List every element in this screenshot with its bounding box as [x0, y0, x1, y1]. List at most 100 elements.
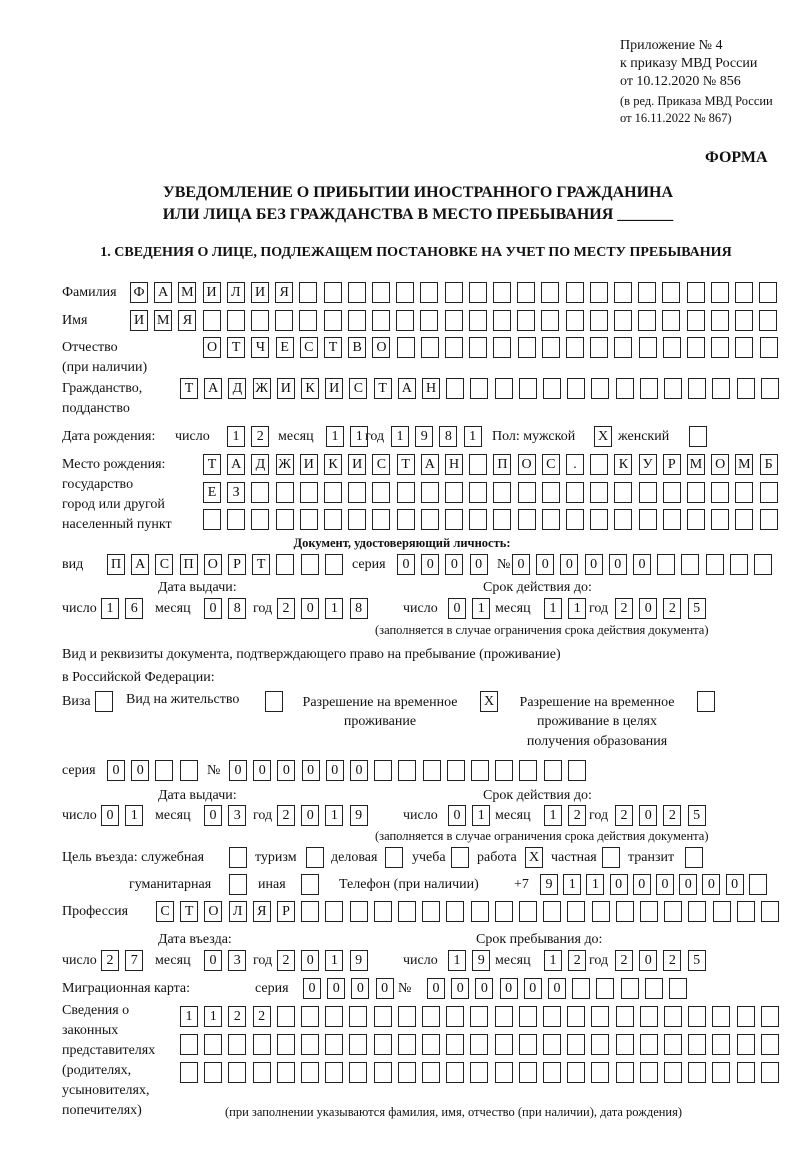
char-box[interactable]: [639, 1034, 658, 1055]
char-box[interactable]: [589, 282, 608, 303]
char-box[interactable]: 0: [639, 805, 658, 826]
char-box[interactable]: [468, 310, 487, 331]
char-box[interactable]: Я: [252, 901, 271, 922]
char-box[interactable]: [615, 378, 634, 399]
char-box[interactable]: [566, 482, 584, 503]
char-box[interactable]: [614, 310, 632, 331]
char-box[interactable]: Л: [226, 282, 245, 303]
char-box[interactable]: [589, 310, 608, 331]
char-box[interactable]: [567, 1062, 586, 1083]
char-box[interactable]: 0: [609, 874, 628, 895]
char-box[interactable]: М: [735, 454, 754, 475]
char-box[interactable]: [227, 509, 246, 530]
char-box[interactable]: [591, 378, 610, 399]
char-box[interactable]: 0: [277, 760, 296, 781]
char-box[interactable]: 0: [548, 978, 566, 999]
char-box[interactable]: [299, 482, 318, 503]
char-box[interactable]: [761, 901, 779, 922]
char-box[interactable]: [639, 1062, 658, 1083]
char-box[interactable]: 7: [125, 950, 144, 971]
char-box[interactable]: [591, 1034, 610, 1055]
char-box[interactable]: [638, 482, 657, 503]
char-box[interactable]: [444, 310, 463, 331]
char-box[interactable]: [325, 901, 344, 922]
char-box[interactable]: [541, 310, 560, 331]
char-box[interactable]: [664, 901, 683, 922]
char-box[interactable]: 6: [125, 598, 144, 619]
char-box[interactable]: .: [566, 454, 584, 475]
char-box[interactable]: [374, 760, 393, 781]
char-box[interactable]: [614, 337, 633, 358]
char-box[interactable]: [759, 282, 778, 303]
char-box[interactable]: Ч: [251, 337, 270, 358]
char-box[interactable]: [735, 337, 754, 358]
char-box[interactable]: 2: [277, 950, 295, 971]
char-box[interactable]: [664, 378, 682, 399]
char-box[interactable]: [493, 509, 512, 530]
char-box[interactable]: 0: [512, 554, 530, 575]
char-box[interactable]: [590, 454, 609, 475]
char-box[interactable]: А: [397, 378, 416, 399]
char-box[interactable]: [590, 509, 609, 530]
char-box[interactable]: [615, 1034, 634, 1055]
char-box[interactable]: [422, 1034, 440, 1055]
char-box[interactable]: Т: [227, 337, 246, 358]
char-box[interactable]: 0: [639, 598, 658, 619]
checkbox-box[interactable]: [301, 874, 319, 895]
char-box[interactable]: [470, 1006, 489, 1027]
char-box[interactable]: 0: [475, 978, 494, 999]
char-box[interactable]: [300, 554, 319, 575]
char-box[interactable]: [638, 282, 657, 303]
char-box[interactable]: И: [299, 454, 318, 475]
char-box[interactable]: 0: [639, 950, 658, 971]
char-box[interactable]: [688, 901, 707, 922]
checkbox-box[interactable]: [229, 847, 247, 868]
char-box[interactable]: 2: [277, 598, 295, 619]
char-box[interactable]: Р: [662, 454, 681, 475]
char-box[interactable]: Т: [252, 554, 271, 575]
char-box[interactable]: [687, 337, 705, 358]
char-box[interactable]: [203, 509, 221, 530]
char-box[interactable]: [519, 760, 538, 781]
char-box[interactable]: [736, 1006, 755, 1027]
char-box[interactable]: [567, 1034, 586, 1055]
char-box[interactable]: [373, 1006, 392, 1027]
char-box[interactable]: А: [204, 378, 223, 399]
char-box[interactable]: [301, 1006, 319, 1027]
char-box[interactable]: [349, 901, 368, 922]
char-box[interactable]: Е: [203, 482, 221, 503]
char-box[interactable]: [494, 1034, 513, 1055]
char-box[interactable]: [567, 378, 586, 399]
char-box[interactable]: А: [227, 454, 246, 475]
char-box[interactable]: [420, 337, 439, 358]
char-box[interactable]: [620, 978, 639, 999]
char-box[interactable]: 1: [326, 426, 344, 447]
char-box[interactable]: 0: [584, 554, 603, 575]
char-box[interactable]: М: [178, 282, 197, 303]
char-box[interactable]: [760, 1034, 779, 1055]
char-box[interactable]: М: [687, 454, 705, 475]
char-box[interactable]: [754, 554, 772, 575]
char-box[interactable]: 0: [351, 978, 370, 999]
char-box[interactable]: 0: [632, 874, 651, 895]
char-box[interactable]: [276, 554, 295, 575]
char-box[interactable]: [444, 282, 463, 303]
char-box[interactable]: Н: [422, 378, 440, 399]
char-box[interactable]: Ж: [252, 378, 271, 399]
char-box[interactable]: 0: [303, 978, 321, 999]
char-box[interactable]: [760, 1062, 779, 1083]
char-box[interactable]: [591, 1006, 610, 1027]
char-box[interactable]: 5: [687, 950, 706, 971]
char-box[interactable]: [681, 554, 700, 575]
char-box[interactable]: [543, 1062, 561, 1083]
char-box[interactable]: 0: [421, 554, 440, 575]
char-box[interactable]: [397, 1006, 416, 1027]
char-box[interactable]: [323, 282, 342, 303]
char-box[interactable]: Д: [228, 378, 247, 399]
char-box[interactable]: [420, 482, 439, 503]
char-box[interactable]: [759, 482, 778, 503]
char-box[interactable]: [760, 1006, 779, 1027]
char-box[interactable]: [372, 509, 391, 530]
char-box[interactable]: [541, 282, 560, 303]
char-box[interactable]: Ф: [130, 282, 148, 303]
